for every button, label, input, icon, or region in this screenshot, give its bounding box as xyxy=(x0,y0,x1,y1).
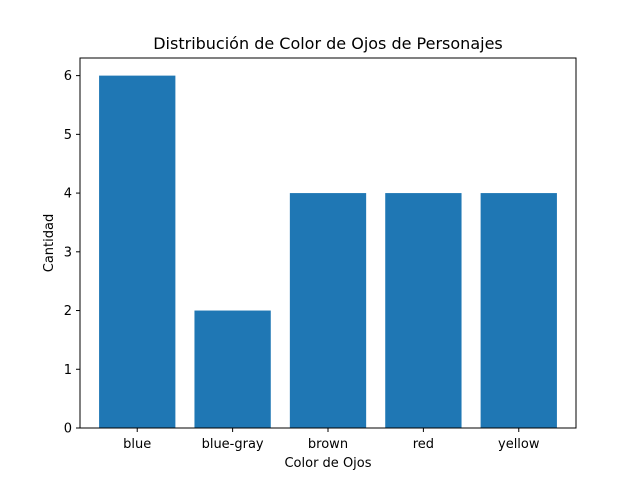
x-axis-ticks: blue blue-gray brown red yellow xyxy=(123,428,540,452)
y-tick-label: 4 xyxy=(64,187,72,202)
bar-blue xyxy=(99,75,176,428)
bars-group xyxy=(99,75,557,428)
x-axis-label: Color de Ojos xyxy=(284,456,371,471)
x-tick-label-blue: blue xyxy=(123,437,151,452)
y-tick-label: 3 xyxy=(64,245,72,260)
y-tick-label: 2 xyxy=(64,304,72,319)
chart-title: Distribución de Color de Ojos de Persona… xyxy=(153,34,503,53)
y-axis-label: Cantidad xyxy=(42,214,57,272)
y-tick-label: 1 xyxy=(64,363,72,378)
x-tick-label-red: red xyxy=(413,437,434,452)
y-axis-ticks: 0 1 2 3 4 5 6 xyxy=(64,69,80,437)
y-tick-label: 0 xyxy=(64,422,72,437)
bar-yellow xyxy=(480,193,557,428)
y-tick-label: 5 xyxy=(64,128,72,143)
x-tick-label-blue-gray: blue-gray xyxy=(202,437,264,452)
bar-red xyxy=(385,193,462,428)
plot-frame xyxy=(79,57,577,429)
y-tick-label: 6 xyxy=(64,69,72,84)
bar-blue-gray xyxy=(194,310,271,428)
x-tick-label-brown: brown xyxy=(308,437,348,452)
x-tick-label-yellow: yellow xyxy=(498,437,540,452)
bar-brown xyxy=(289,193,367,428)
